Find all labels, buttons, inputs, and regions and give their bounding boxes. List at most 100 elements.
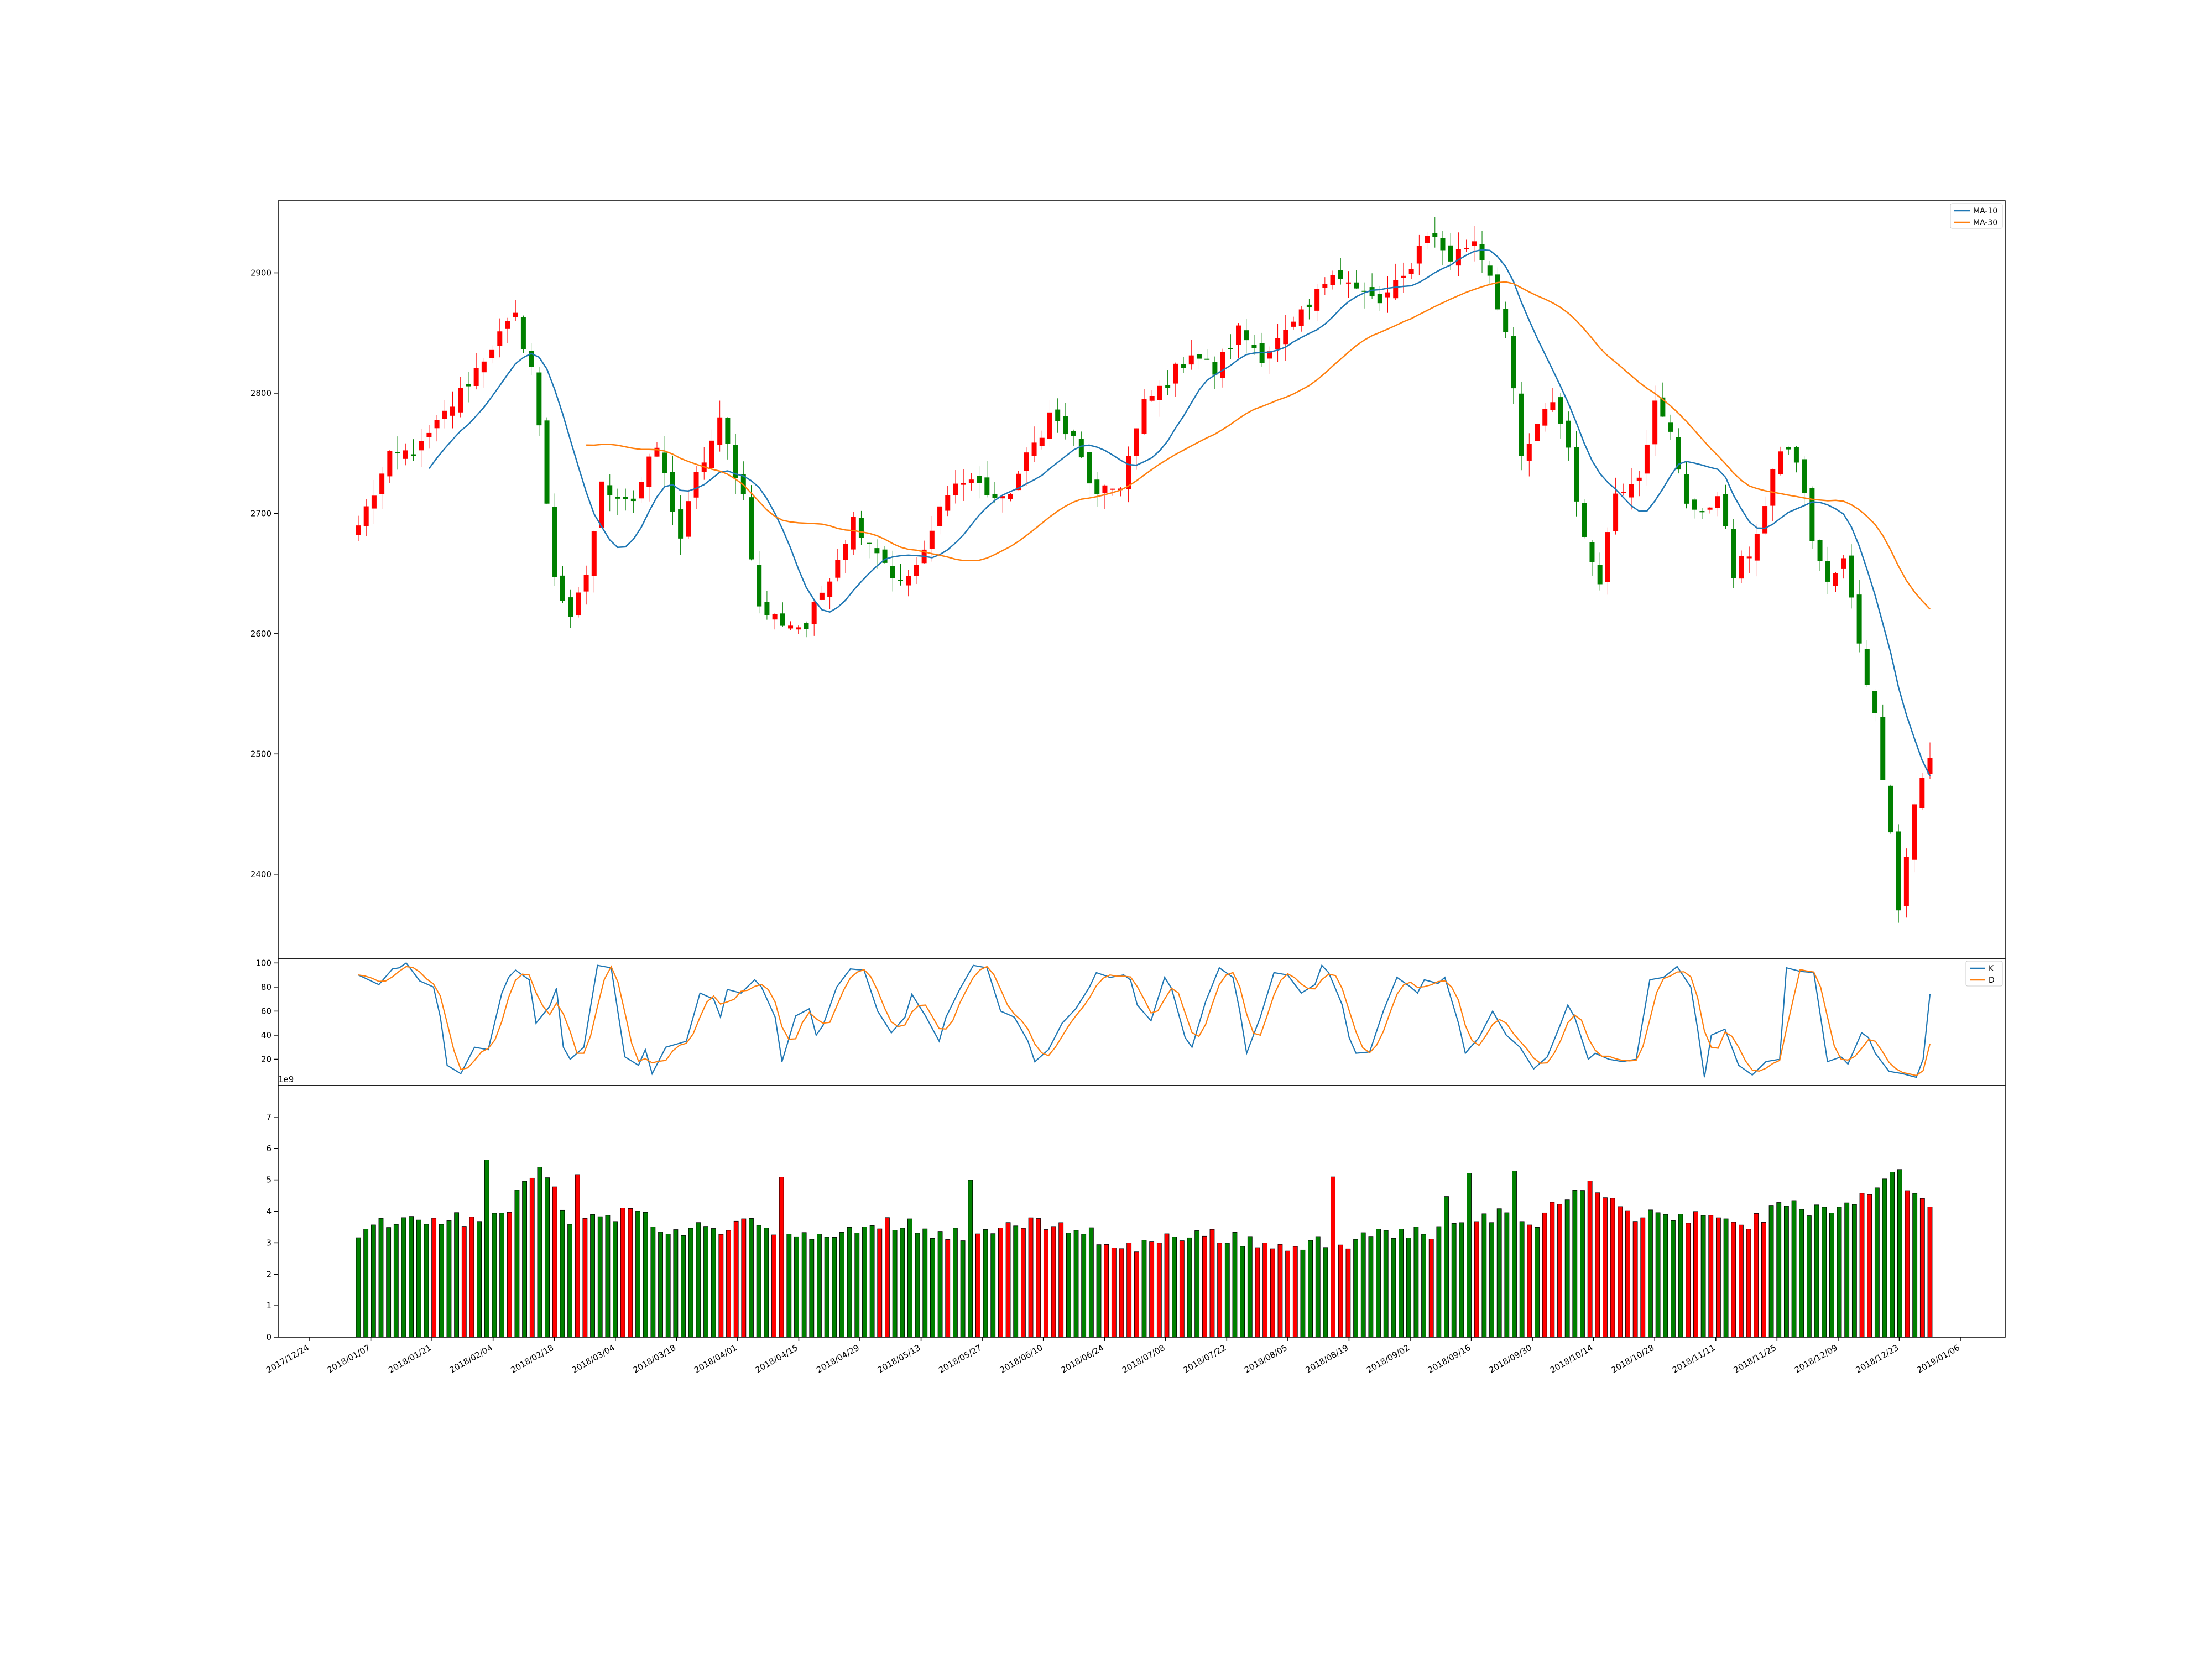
volume-bar <box>1323 1247 1328 1338</box>
candle-body <box>356 525 361 535</box>
ma30-legend-label: MA-30 <box>1973 218 1997 227</box>
candle-body <box>1134 428 1139 456</box>
k-legend-label: K <box>1989 964 1994 973</box>
volume-bar <box>378 1218 384 1338</box>
volume-bar <box>983 1229 988 1338</box>
candle-body <box>419 441 424 451</box>
candle-body <box>914 565 919 576</box>
volume-bar <box>1580 1190 1585 1338</box>
volume-bar <box>1754 1213 1759 1338</box>
volume-bar <box>1632 1221 1638 1338</box>
candle-body <box>1770 469 1776 506</box>
volume-bar <box>817 1234 822 1338</box>
candle-body <box>434 420 440 429</box>
stochastic-ytick-label: 80 <box>261 982 272 992</box>
volume-bar <box>1731 1222 1736 1338</box>
volume-bar <box>492 1213 497 1338</box>
volume-bar <box>1557 1204 1562 1338</box>
volume-bar <box>1428 1239 1434 1338</box>
candle-body <box>1432 233 1438 237</box>
candle-body <box>591 531 597 576</box>
candle-body <box>804 623 809 629</box>
stochastic-ytick-label: 100 <box>255 958 272 968</box>
ma30-line <box>586 281 1931 610</box>
candle-body <box>1503 309 1509 332</box>
volume-bar <box>1421 1234 1426 1338</box>
candle-body <box>1762 506 1768 534</box>
candle-body <box>1408 269 1414 274</box>
candle-body <box>520 317 526 349</box>
volume-bar <box>741 1218 747 1338</box>
candle-body <box>1903 857 1909 906</box>
volume-bar <box>1481 1213 1487 1338</box>
volume-bar <box>1746 1229 1751 1338</box>
price-ytick-label: 2900 <box>251 268 272 278</box>
candle-body <box>1613 493 1619 531</box>
volume-bar <box>1504 1212 1510 1338</box>
candle-body <box>1267 351 1272 359</box>
volume-bar <box>885 1217 890 1338</box>
volume-bar <box>1051 1226 1056 1338</box>
volume-bar <box>620 1208 625 1338</box>
candle-body <box>898 580 903 581</box>
price-ytick-label: 2600 <box>251 629 272 639</box>
volume-ytick-label: 2 <box>266 1269 272 1279</box>
volume-bar <box>794 1236 799 1338</box>
volume-bar <box>1217 1243 1223 1338</box>
candle-body <box>1393 280 1399 299</box>
volume-bar <box>1678 1214 1683 1338</box>
volume-bar <box>771 1234 776 1338</box>
candle-body <box>1872 691 1878 713</box>
volume-bar <box>1897 1169 1902 1338</box>
candle-body <box>780 613 785 626</box>
volume-bar <box>824 1237 830 1338</box>
volume-bars <box>356 1160 1933 1338</box>
stochastic-ytick-label: 60 <box>261 1006 272 1016</box>
candle-body <box>1047 412 1052 439</box>
volume-bar <box>673 1229 679 1338</box>
volume-bar <box>446 1220 452 1338</box>
volume-bar <box>1550 1202 1555 1338</box>
candle-body <box>788 625 794 629</box>
candle-body <box>1550 402 1556 410</box>
candle-body <box>1345 282 1351 284</box>
volume-bar <box>688 1228 693 1338</box>
candle-body <box>662 452 667 473</box>
candle-body <box>630 498 636 502</box>
volume-bar <box>703 1226 708 1338</box>
volume-bar <box>597 1216 603 1338</box>
candle-body <box>796 627 801 630</box>
volume-bar <box>1399 1229 1404 1338</box>
volume-bar <box>522 1181 527 1338</box>
candle-body <box>874 548 880 554</box>
candle-body <box>1306 304 1312 307</box>
candle-body <box>1864 649 1870 685</box>
volume-ytick-label: 3 <box>266 1238 272 1248</box>
volume-bar <box>1761 1222 1766 1338</box>
candle-body <box>937 506 943 526</box>
candle-body <box>1739 556 1744 579</box>
volume-bar <box>575 1174 580 1338</box>
volume-bar <box>439 1224 444 1338</box>
volume-bar <box>1277 1244 1283 1338</box>
candle-body <box>867 542 872 544</box>
candle-body <box>1354 282 1359 289</box>
volume-bar <box>1610 1198 1615 1338</box>
volume-bar <box>1224 1243 1230 1338</box>
volume-bar <box>1905 1190 1910 1338</box>
volume-bar <box>953 1228 958 1338</box>
volume-offset-text: 1e9 <box>278 1074 294 1084</box>
volume-bar <box>1413 1227 1419 1338</box>
volume-bar <box>1799 1209 1804 1338</box>
candle-body <box>1157 385 1162 400</box>
candle-body <box>505 321 510 329</box>
volume-bar <box>877 1228 883 1338</box>
volume-bar <box>1806 1215 1812 1338</box>
volume-bar <box>1618 1206 1623 1338</box>
volume-bar <box>1331 1176 1335 1338</box>
candle-body <box>560 575 565 601</box>
candle-body <box>977 476 982 483</box>
volume-bar <box>1262 1243 1268 1338</box>
candle-body <box>1220 352 1225 378</box>
candle-body <box>1126 456 1131 489</box>
